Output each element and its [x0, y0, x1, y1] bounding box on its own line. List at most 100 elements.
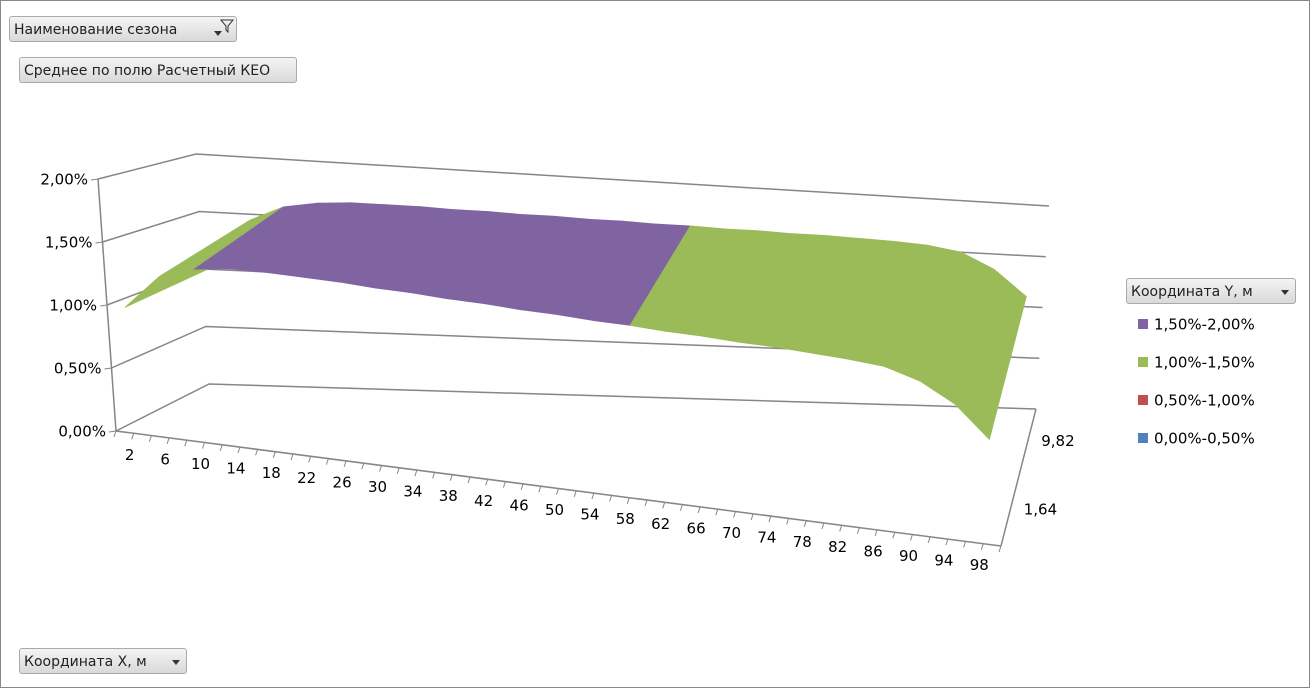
x-tick-label: 82	[828, 538, 847, 556]
x-tick-label: 30	[368, 478, 387, 496]
legend-field-button[interactable]: Координата Y, м	[1126, 278, 1296, 304]
legend-label: 1,50%-2,00%	[1154, 316, 1255, 334]
z-tick-label: 0,50%	[54, 360, 102, 378]
x-tick	[644, 499, 648, 507]
x-tick-label: 74	[757, 529, 776, 547]
x-tick-label: 66	[687, 519, 706, 537]
x-tick	[449, 474, 453, 481]
x-tick-label: 54	[580, 506, 599, 524]
value-field-label: Среднее по полю Расчетный КЕО	[24, 63, 271, 79]
x-tick	[856, 527, 860, 534]
filter-icon	[220, 19, 234, 33]
legend-title: Координата Y, м	[1131, 284, 1253, 300]
x-tick	[272, 451, 276, 458]
z-tick	[108, 430, 117, 433]
x-tick-label: 78	[793, 533, 812, 551]
x-tick	[821, 522, 825, 530]
x-tick	[467, 476, 471, 484]
x-tick	[662, 502, 666, 509]
legend-label: 1,00%-1,50%	[1154, 354, 1255, 372]
x-tick-label: 26	[333, 473, 352, 491]
x-tick-label: 34	[403, 483, 422, 501]
legend-label: 0,00%-0,50%	[1154, 430, 1255, 448]
x-tick-label: 42	[474, 492, 493, 510]
legend-swatch	[1138, 357, 1148, 367]
grid-line	[111, 325, 1040, 369]
depth-tick-label: 9,82	[1041, 432, 1074, 450]
depth-tick-label: 1,64	[1024, 500, 1057, 518]
x-tick	[910, 534, 913, 541]
x-tick	[379, 465, 382, 472]
depth-axis	[1000, 408, 1037, 547]
z-axis	[97, 178, 117, 432]
x-tick	[927, 536, 931, 543]
x-tick	[202, 442, 205, 449]
x-tick	[113, 430, 117, 438]
x-tick	[715, 509, 719, 516]
x-tick	[308, 456, 312, 463]
x-tick	[485, 479, 489, 486]
x-field-label: Координата X, м	[24, 654, 147, 670]
x-field-button[interactable]: Координата X, м	[19, 648, 187, 674]
x-tick	[839, 525, 843, 532]
z-tick-label: 0,00%	[58, 423, 106, 441]
x-tick-label: 86	[864, 542, 883, 560]
value-field-button[interactable]: Среднее по полю Расчетный КЕО	[19, 57, 297, 83]
x-tick-label: 2	[125, 446, 135, 464]
x-tick	[591, 492, 595, 500]
legend-swatch	[1138, 395, 1148, 405]
x-tick	[750, 513, 754, 520]
x-tick	[520, 483, 524, 491]
legend-label: 0,50%-1,00%	[1154, 392, 1255, 410]
x-tick	[184, 440, 188, 447]
x-tick	[679, 504, 683, 511]
x-tick	[343, 460, 347, 468]
x-tick	[768, 515, 772, 523]
x-tick	[131, 433, 135, 440]
z-tick-label: 1,50%	[45, 234, 93, 252]
x-tick	[219, 444, 223, 451]
x-tick-label: 94	[934, 552, 953, 570]
filter-button[interactable]: Наименование сезона	[9, 16, 237, 42]
x-tick	[945, 538, 949, 546]
z-tick	[95, 241, 103, 244]
x-tick-label: 46	[510, 496, 529, 514]
x-tick	[290, 453, 294, 461]
x-tick	[255, 449, 259, 456]
x-tick-label: 22	[297, 469, 316, 487]
x-tick	[733, 511, 736, 518]
x-tick-label: 50	[545, 501, 564, 519]
x-tick-label: 62	[651, 515, 670, 533]
x-tick	[166, 437, 170, 445]
x-tick-label: 14	[226, 460, 245, 478]
x-tick	[626, 497, 630, 504]
x-tick-label: 38	[439, 487, 458, 505]
x-tick-label: 58	[616, 510, 635, 528]
x-tick	[786, 518, 790, 525]
z-tick-label: 1,00%	[49, 297, 97, 315]
grid-line	[115, 383, 1037, 432]
x-tick-label: 6	[160, 450, 170, 468]
x-tick-label: 18	[262, 464, 281, 482]
x-tick	[432, 472, 436, 479]
z-tick	[104, 367, 112, 370]
legend-swatch	[1138, 319, 1148, 329]
x-tick	[874, 529, 878, 537]
x-tick	[980, 543, 984, 550]
x-tick-label: 98	[970, 556, 989, 574]
grid-line	[97, 153, 1050, 207]
x-tick	[556, 488, 559, 495]
x-tick	[803, 520, 807, 527]
z-tick-label: 2,00%	[40, 171, 88, 189]
x-tick	[237, 446, 241, 454]
x-tick	[325, 458, 329, 465]
surface-patch	[954, 268, 1027, 441]
x-tick-label: 10	[191, 455, 210, 473]
x-tick	[697, 506, 701, 514]
x-tick	[502, 481, 506, 488]
x-tick	[538, 486, 542, 493]
x-tick	[609, 495, 613, 502]
x-tick-label: 70	[722, 524, 741, 542]
